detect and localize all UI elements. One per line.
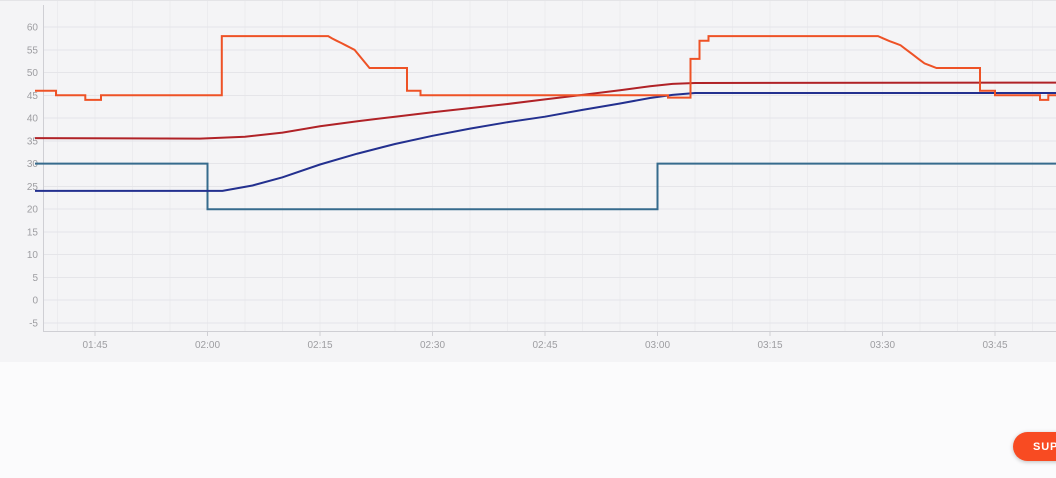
svg-text:15: 15 bbox=[27, 227, 39, 238]
svg-text:20: 20 bbox=[27, 205, 39, 216]
svg-text:02:45: 02:45 bbox=[532, 340, 557, 351]
svg-text:02:15: 02:15 bbox=[307, 340, 332, 351]
svg-text:45: 45 bbox=[27, 91, 39, 102]
svg-text:03:15: 03:15 bbox=[757, 340, 782, 351]
svg-text:01:45: 01:45 bbox=[82, 340, 107, 351]
chart-section: 60 55 50 45 40 35 30 25 20 15 10 5 0 -5 01:45 02:00 02:1… bbox=[0, 0, 1056, 351]
svg-text:0: 0 bbox=[32, 296, 38, 307]
svg-text:02:30: 02:30 bbox=[420, 340, 445, 351]
svg-text:-5: -5 bbox=[29, 319, 38, 330]
support-button[interactable]: SUPPORT bbox=[1013, 432, 1056, 461]
svg-text:30: 30 bbox=[27, 159, 39, 170]
svg-text:10: 10 bbox=[27, 250, 39, 261]
svg-text:5: 5 bbox=[32, 273, 38, 284]
svg-text:50: 50 bbox=[27, 68, 39, 79]
svg-text:03:30: 03:30 bbox=[870, 340, 895, 351]
svg-text:35: 35 bbox=[27, 136, 39, 147]
svg-text:03:45: 03:45 bbox=[982, 340, 1007, 351]
chart-legend: Aktuelle Verdichterfrequenz Brauchwasser… bbox=[0, 362, 1056, 478]
svg-text:60: 60 bbox=[27, 23, 39, 34]
svg-text:25: 25 bbox=[27, 182, 39, 193]
svg-text:55: 55 bbox=[27, 45, 39, 56]
svg-text:02:00: 02:00 bbox=[195, 340, 220, 351]
svg-text:03:00: 03:00 bbox=[645, 340, 670, 351]
svg-text:40: 40 bbox=[27, 114, 39, 125]
